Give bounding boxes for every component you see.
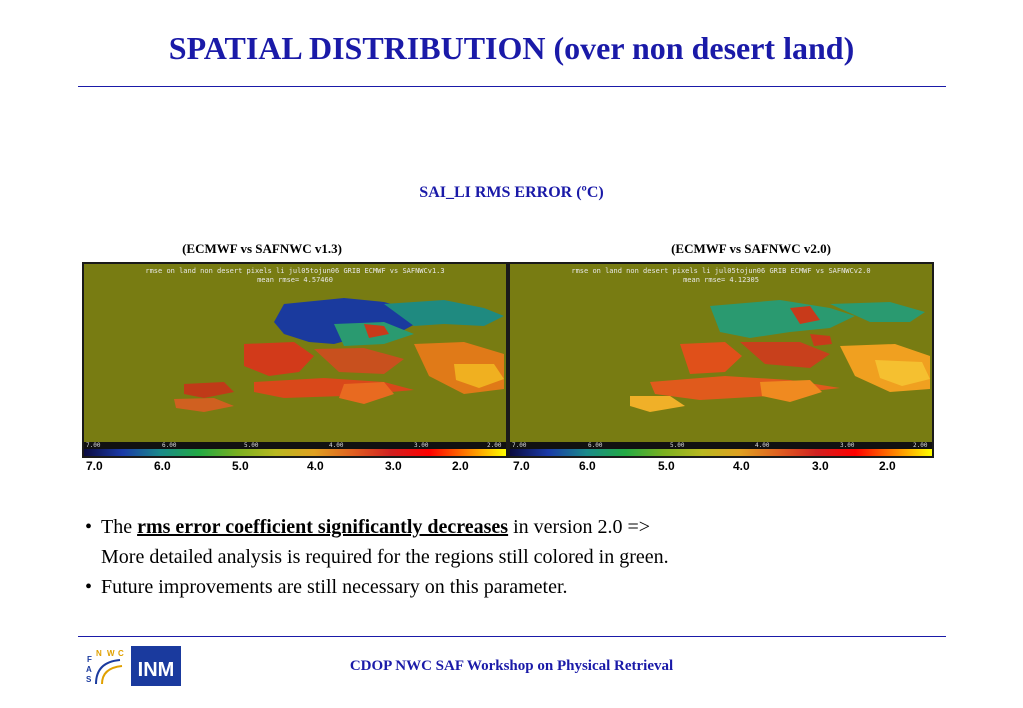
logo-letter: N (96, 649, 102, 658)
scale-tick: 5.0 (232, 459, 249, 473)
colorbar-tick: 6.00 (588, 442, 603, 449)
colorbar-gradient (510, 449, 932, 456)
title-rule (78, 86, 946, 87)
colorbar-v13: 7.00 6.00 5.00 4.00 3.00 2.00 (84, 442, 506, 456)
colorbar-gradient (84, 449, 506, 456)
scale-tick: 3.0 (385, 459, 402, 473)
bullet-line2: More detailed analysis is required for t… (101, 546, 669, 568)
scale-tick: 4.0 (307, 459, 324, 473)
map-image-v20: rmse on land non desert pixels li jul05t… (510, 264, 932, 456)
scale-tick: 3.0 (812, 459, 829, 473)
logo-letter: F (87, 655, 92, 664)
bullet-dot: • (85, 516, 93, 538)
map-image-v13: rmse on land non desert pixels li jul05t… (84, 264, 506, 456)
bullet-emphasis: rms error coefficient significantly decr… (137, 516, 509, 538)
colorbar-tick: 7.00 (512, 442, 527, 449)
map-header-line1: rmse on land non desert pixels li jul05t… (145, 267, 445, 275)
map-frame-v20: rmse on land non desert pixels li jul05t… (508, 262, 934, 458)
scale-tick: 2.0 (452, 459, 469, 473)
logo-letter: S (86, 675, 92, 684)
footer-rule (78, 636, 946, 637)
scale-tick: 2.0 (879, 459, 896, 473)
scale-tick: 6.0 (154, 459, 171, 473)
colorbar-v20: 7.00 6.00 5.00 4.00 3.00 2.00 (510, 442, 932, 456)
bullet-list: • The rms error coefficient significantl… (85, 512, 669, 602)
colorbar-tick: 3.00 (840, 442, 855, 449)
map-graphic-v20 (510, 264, 932, 456)
map-label-v20: (ECMWF vs SAFNWC v2.0) (671, 241, 831, 256)
bullet-dot: • (85, 576, 93, 598)
scale-tick: 7.0 (86, 459, 103, 473)
bullet-suffix: in version 2.0 => (513, 516, 651, 538)
logo-letter: W (107, 649, 115, 658)
map-header-line2: mean rmse= 4.12305 (683, 276, 759, 284)
inm-logo-text: INM (138, 659, 175, 681)
map-header-line2: mean rmse= 4.57460 (257, 276, 333, 284)
colorbar-tick: 3.00 (414, 442, 429, 449)
colorbar-tick: 2.00 (487, 442, 502, 449)
map-frame-v13: rmse on land non desert pixels li jul05t… (82, 262, 508, 458)
map-label-v13: (ECMWF vs SAFNWC v1.3) (182, 241, 342, 256)
inm-logo: INM (131, 646, 181, 686)
bullet-prefix: The (101, 516, 133, 538)
colorbar-tick: 5.00 (670, 442, 685, 449)
logo-letter: A (86, 665, 92, 674)
bullet-item: • The rms error coefficient significantl… (85, 512, 669, 572)
scale-tick: 7.0 (513, 459, 530, 473)
logo-letter: C (118, 649, 124, 658)
scale-tick: 4.0 (733, 459, 750, 473)
colorbar-tick: 7.00 (86, 442, 101, 449)
colorbar-tick: 4.00 (329, 442, 344, 449)
footer-text: CDOP NWC SAF Workshop on Physical Retrie… (349, 658, 674, 674)
scale-tick: 6.0 (579, 459, 596, 473)
chart-subtitle: SAI_LI RMS ERROR (ºC) (419, 184, 604, 201)
bullet-text: Future improvements are still necessary … (101, 576, 568, 598)
bullet-item: • Future improvements are still necessar… (85, 572, 669, 602)
colorbar-tick: 2.00 (913, 442, 928, 449)
scale-tick: 5.0 (658, 459, 675, 473)
colorbar-tick: 6.00 (162, 442, 177, 449)
slide-title: SPATIAL DISTRIBUTION (over non desert la… (168, 30, 855, 66)
colorbar-tick: 5.00 (244, 442, 259, 449)
map-header-line1: rmse on land non desert pixels li jul05t… (571, 267, 871, 275)
map-graphic-v13 (84, 264, 506, 456)
saf-nwc-logo: S A F N W C (80, 646, 128, 686)
colorbar-tick: 4.00 (755, 442, 770, 449)
